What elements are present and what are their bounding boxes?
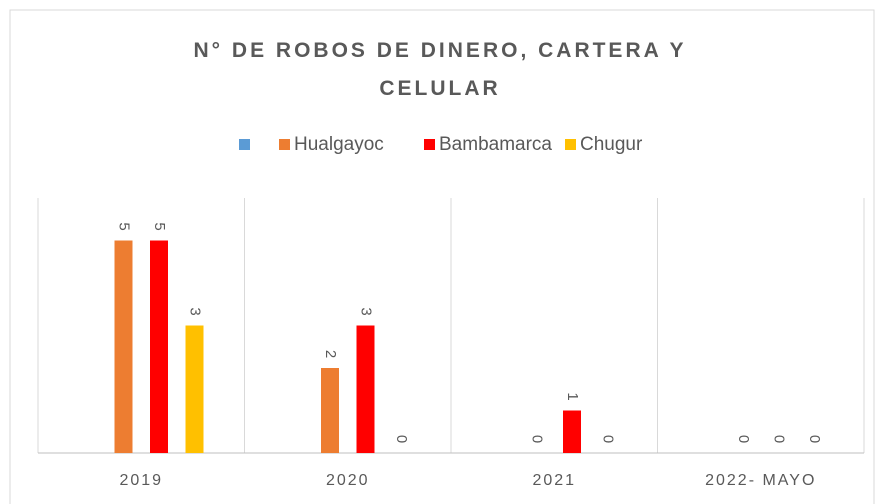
bar bbox=[356, 325, 375, 453]
legend-swatch bbox=[565, 139, 576, 150]
legend-swatch bbox=[424, 139, 435, 150]
legend-swatch bbox=[239, 139, 250, 150]
legend-label: Chugur bbox=[580, 134, 643, 155]
data-label: 0 bbox=[529, 435, 546, 443]
chart-title: N° DE ROBOS DE DINERO, CARTERA Y CELULAR bbox=[193, 39, 687, 100]
data-label: 0 bbox=[393, 435, 410, 443]
data-label: 0 bbox=[735, 435, 752, 443]
x-tick-label: 2020 bbox=[326, 472, 370, 489]
data-label: 5 bbox=[116, 222, 133, 230]
data-label: 0 bbox=[771, 435, 788, 443]
data-label: 0 bbox=[806, 435, 823, 443]
x-tick-label: 2022- MAYO bbox=[705, 472, 816, 489]
legend-label: Bambamarca bbox=[439, 134, 552, 155]
data-label: 2 bbox=[322, 350, 339, 358]
data-label: 1 bbox=[564, 392, 581, 400]
x-tick-label: 2021 bbox=[532, 472, 576, 489]
bar bbox=[563, 410, 581, 453]
data-label: 0 bbox=[600, 435, 617, 443]
bar bbox=[185, 325, 204, 453]
bar bbox=[321, 368, 339, 453]
legend-label: Hualgayoc bbox=[294, 134, 384, 155]
x-tick-label: 2019 bbox=[119, 472, 163, 489]
data-label: 3 bbox=[187, 307, 204, 315]
legend-swatch bbox=[279, 139, 290, 150]
bar bbox=[114, 240, 133, 453]
data-label: 3 bbox=[358, 307, 375, 315]
bar bbox=[150, 240, 168, 453]
data-label: 5 bbox=[151, 222, 168, 230]
